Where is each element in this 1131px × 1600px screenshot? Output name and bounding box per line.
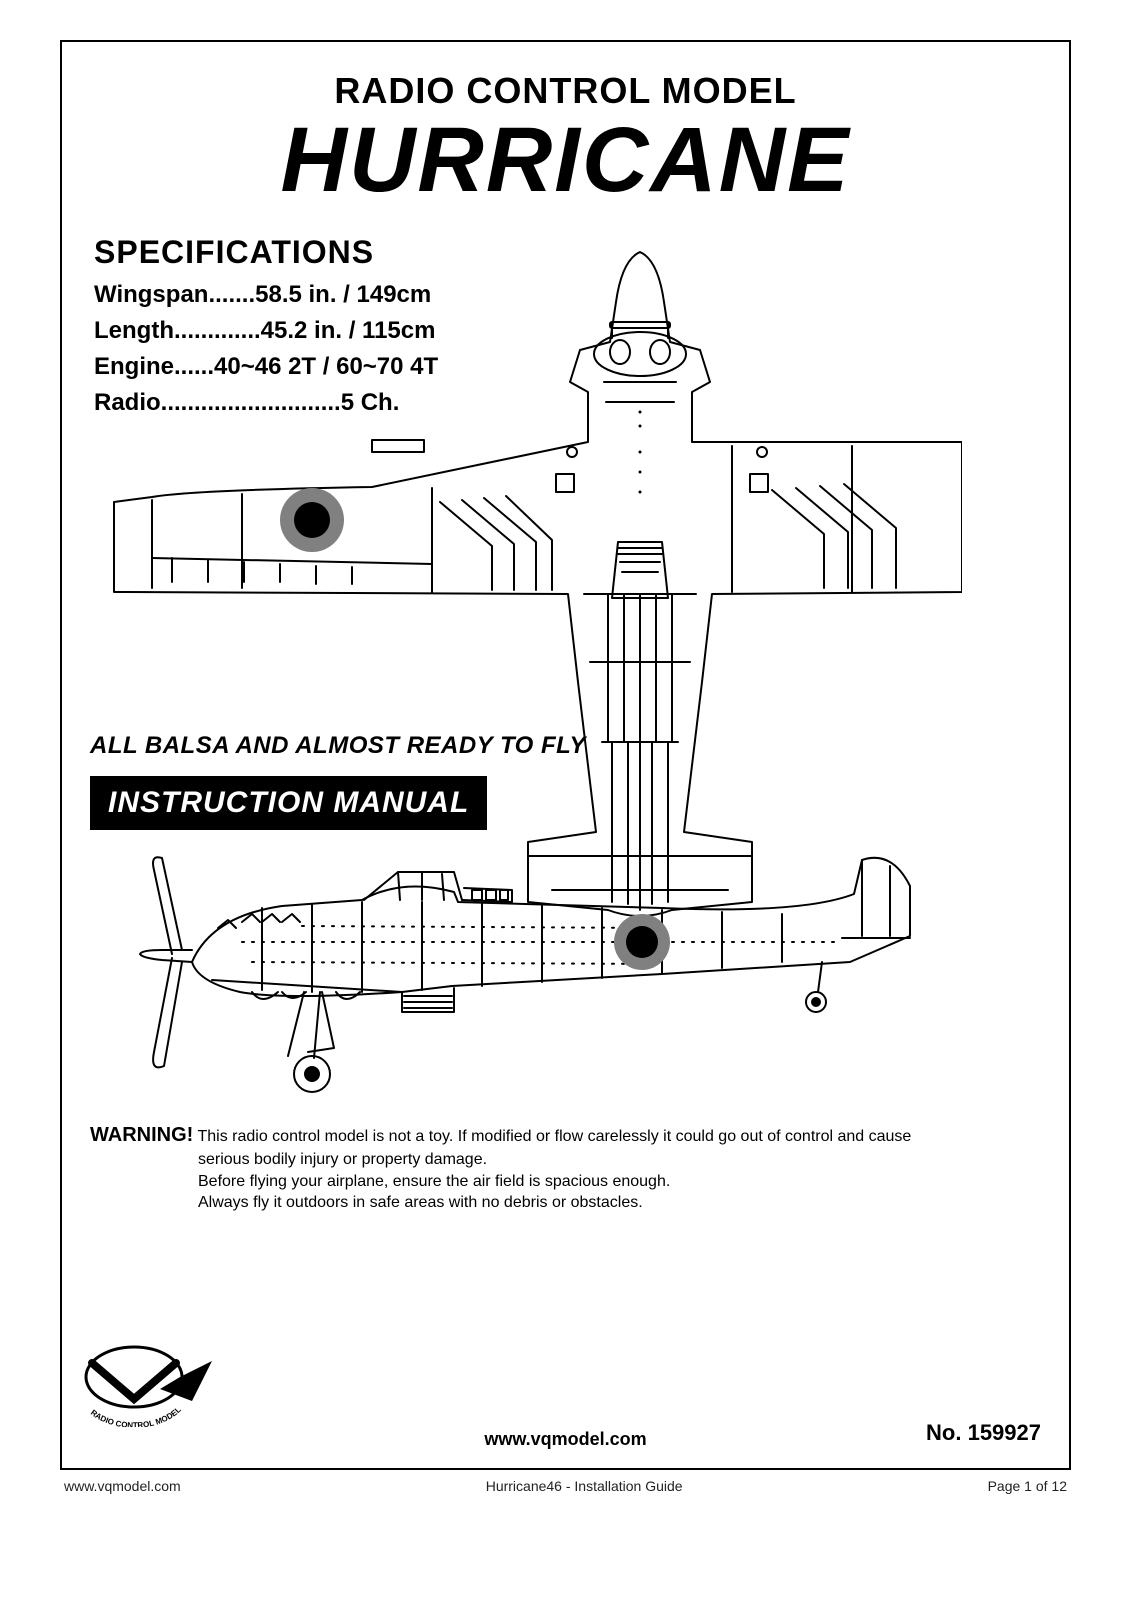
spec-line: Radio...........................5 Ch. xyxy=(94,385,1041,421)
spec-line: Wingspan.......58.5 in. / 149cm xyxy=(94,277,1041,313)
warning-text-line: This radio control model is not a toy. I… xyxy=(197,1128,911,1145)
warning-text-line: Always fly it outdoors in safe areas wit… xyxy=(198,1194,643,1211)
warning-label: WARNING! xyxy=(90,1124,193,1146)
spec-line: Length.............45.2 in. / 115cm xyxy=(94,313,1041,349)
footer-center: Hurricane46 - Installation Guide xyxy=(486,1478,683,1494)
brand-logo-block: RADIO CONTROL MODEL www.vqmodel.com xyxy=(62,1337,1069,1450)
page-footer: www.vqmodel.com Hurricane46 - Installati… xyxy=(60,1470,1071,1494)
warning-block: WARNING! This radio control model is not… xyxy=(90,1122,1041,1214)
warning-text-line: Before flying your airplane, ensure the … xyxy=(198,1173,670,1190)
specifications-heading: SPECIFICATIONS xyxy=(94,234,1041,271)
footer-left: www.vqmodel.com xyxy=(64,1478,181,1494)
balsa-tagline: ALL BALSA AND ALMOST READY TO FLY xyxy=(90,732,586,760)
main-title: HURRICANE xyxy=(90,114,1041,206)
brand-url: www.vqmodel.com xyxy=(62,1429,1069,1450)
spec-line: Engine......40~46 2T / 60~70 4T xyxy=(94,349,1041,385)
subtitle: RADIO CONTROL MODEL xyxy=(90,70,1041,112)
footer-right: Page 1 of 12 xyxy=(988,1478,1067,1494)
page-frame: RADIO CONTROL MODEL HURRICANE SPECIFICAT… xyxy=(60,40,1071,1470)
product-number: No. 159927 xyxy=(926,1420,1041,1446)
specifications-block: SPECIFICATIONS Wingspan.......58.5 in. /… xyxy=(94,234,1041,421)
instruction-manual-bar: INSTRUCTION MANUAL xyxy=(90,776,487,830)
aircraft-side-view-diagram xyxy=(102,842,972,1122)
vq-logo-icon: RADIO CONTROL MODEL xyxy=(62,1337,232,1427)
warning-text-line: serious bodily injury or property damage… xyxy=(198,1151,487,1168)
